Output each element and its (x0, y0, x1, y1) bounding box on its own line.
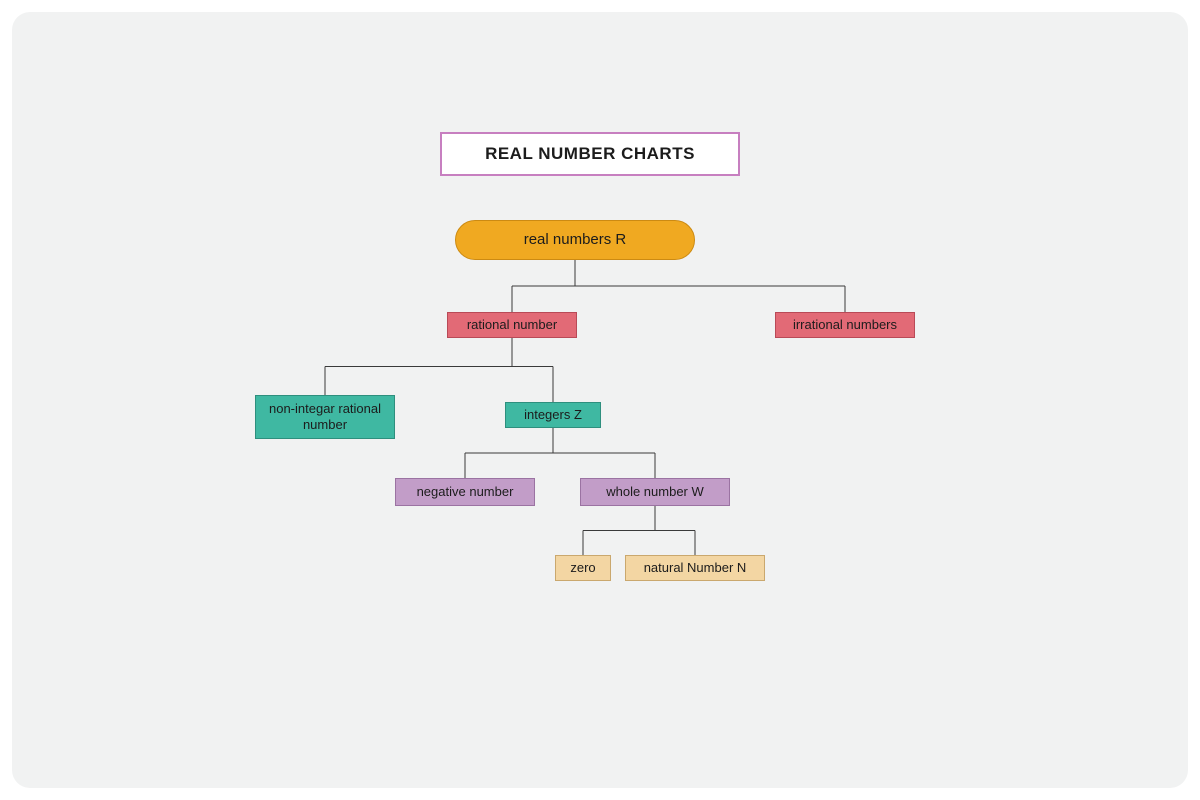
node-label: whole number W (606, 484, 704, 500)
node-label: rational number (467, 317, 557, 333)
node-real: real numbers R (455, 220, 695, 260)
node-integers: integers Z (505, 402, 601, 428)
node-label: integers Z (524, 407, 582, 423)
node-label: real numbers R (524, 231, 627, 249)
diagram-canvas: REAL NUMBER CHARTS real numbers R rationa… (0, 0, 1200, 800)
node-zero: zero (555, 555, 611, 581)
node-rational: rational number (447, 312, 577, 338)
node-label: negative number (417, 484, 514, 500)
diagram-title: REAL NUMBER CHARTS (440, 132, 740, 176)
node-label: natural Number N (644, 560, 747, 576)
node-label: non-integar rational number (262, 401, 388, 432)
diagram-panel (12, 12, 1188, 788)
node-label: zero (570, 560, 595, 576)
node-label: irrational numbers (793, 317, 897, 333)
node-whole: whole number W (580, 478, 730, 506)
diagram-title-text: REAL NUMBER CHARTS (485, 144, 695, 164)
node-negative: negative number (395, 478, 535, 506)
node-irrational: irrational numbers (775, 312, 915, 338)
node-natural: natural Number N (625, 555, 765, 581)
node-noninteger: non-integar rational number (255, 395, 395, 439)
